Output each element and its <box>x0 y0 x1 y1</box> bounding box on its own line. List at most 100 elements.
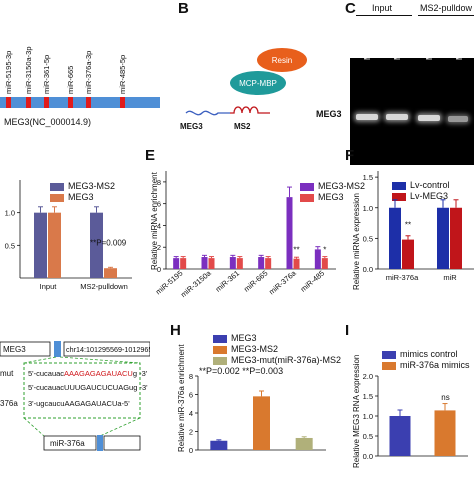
legend-text: MEG3-MS2 <box>231 344 279 354</box>
bar <box>201 257 208 269</box>
pulldown-bracket <box>418 15 474 16</box>
legend-item: MEG3-mut(miR-376a)-MS2 <box>213 355 341 366</box>
gel-lane-label-3: MEG3-MS2 <box>425 18 434 60</box>
panel-f-legend: Lv-control Lv-MEG3 <box>392 180 450 202</box>
resin-label: Resin <box>272 56 292 65</box>
mirna-site-marker <box>68 97 73 108</box>
legend-text: MEG3-MS2 <box>68 181 116 191</box>
gel-lane-label-2: MEG3 <box>393 37 402 60</box>
panel-f-label: F <box>345 147 355 164</box>
category-label: miR-3150a <box>179 268 214 299</box>
bar <box>265 258 272 269</box>
legend-swatch <box>213 356 227 365</box>
gel-lane-label-4: MEG3 <box>455 37 464 60</box>
bar <box>208 258 215 269</box>
mirna-site-label: miR-485-5p <box>118 55 127 94</box>
y-tick-label: 0 <box>157 265 161 274</box>
y-tick-label: 2 <box>157 243 161 252</box>
significance-marker: ** <box>405 220 411 229</box>
mut-seq-suffix: g -3' <box>133 369 148 378</box>
sequence-dashed-box <box>23 362 141 419</box>
bar <box>321 258 328 269</box>
panel-b-schematic: Resin MCP-MBP MEG3 MS2 <box>178 15 338 135</box>
wt-sequence: 5'-cucauacUUUGAUCUCUAGug -3' <box>28 383 148 392</box>
y-tick-label: 0.0 <box>363 265 373 274</box>
legend-text: Lv-MEG3 <box>410 191 449 201</box>
y-tick-label: 0.0 <box>363 452 373 461</box>
panel-c-label: C <box>345 0 356 17</box>
mir-connector-left <box>23 417 45 437</box>
gel-lane-labels: MEG3-MS2 MEG3 MEG3-MS2 MEG3 <box>363 18 464 60</box>
legend-item: MEG3-MS2 <box>213 344 341 355</box>
input-column-header: Input <box>372 3 393 13</box>
panel-f-chart: 0.0 0.5 1.0 1.5 miR-376a miR ** <box>363 171 474 282</box>
mirna-site-label: miR-3150a-3p <box>24 46 33 94</box>
ns-marker: ns <box>441 393 449 402</box>
panel-h-legend: MEG3 MEG3-MS2 MEG3-mut(miR-376a)-MS2 <box>213 333 341 366</box>
resin-ellipse <box>257 48 307 72</box>
mir376a-tail <box>103 435 141 451</box>
gel-band-lane-2 <box>386 114 408 120</box>
meg3-strand-label: MEG3 <box>180 122 203 131</box>
ms2-hairpins <box>230 106 270 114</box>
gel-lane-label-1: MEG3-MS2 <box>363 18 372 60</box>
bar <box>229 257 236 269</box>
panel-a-schematic: miR-5195-3p miR-3150a-3p miR-361-5p miR-665… <box>0 0 170 150</box>
category-label: miR-665 <box>242 269 269 294</box>
y-tick-label: 2.0 <box>363 372 373 381</box>
y-tick-label: 1.5 <box>363 392 373 401</box>
y-tick-label: 0.5 <box>5 241 15 250</box>
legend-item: MEG3 <box>213 333 341 344</box>
gel-band-lane-3 <box>418 115 440 121</box>
bar <box>389 207 401 269</box>
bar <box>402 239 414 269</box>
panel-h-label: H <box>170 322 181 339</box>
legend-text: MEG3-mut(miR-376a)-MS2 <box>231 355 342 365</box>
y-tick-label: 1.0 <box>363 412 373 421</box>
legend-swatch <box>382 361 396 370</box>
legend-text: mimics control <box>400 349 458 359</box>
ms2-system-diagram: Resin MCP-MBP MEG3 MS2 <box>180 48 307 131</box>
category-label: MS2-pulldown <box>80 282 128 291</box>
y-tick-label: 8 <box>157 178 161 187</box>
legend-item: MEG3-MS2 <box>300 181 365 192</box>
legend-item: mimics control <box>382 349 470 360</box>
y-tick-label: 0 <box>189 446 193 455</box>
mir-connector-right <box>99 417 141 437</box>
y-tick-label: 0.5 <box>363 234 373 243</box>
y-tick-label: 1.0 <box>363 204 373 213</box>
panel-d-legend: MEG3-MS2 MEG3 <box>50 181 115 203</box>
meg3-box-label: MEG3 <box>3 345 26 354</box>
input-bracket <box>356 15 412 16</box>
legend-swatch <box>213 334 227 343</box>
y-tick-label: 4 <box>189 409 193 418</box>
mut-sequence: 5'-cucauacAAAGAGAGAUACUg -3' <box>28 369 148 378</box>
gel-row-label: MEG3 <box>316 109 342 119</box>
category-label: miR <box>443 273 457 282</box>
legend-swatch <box>300 182 314 191</box>
panel-i-legend: mimics control miR-376a mimics <box>382 349 470 371</box>
mir376a-box <box>43 435 97 451</box>
gel-band-lane-1 <box>356 114 378 120</box>
bar <box>48 212 61 278</box>
y-tick-label: 6 <box>157 200 161 209</box>
legend-swatch <box>50 193 64 202</box>
panel-e-label: E <box>145 147 156 164</box>
y-tick-label: 4 <box>157 221 161 230</box>
legend-item: MEG3 <box>50 192 115 203</box>
category-label: miR-376a <box>267 268 298 296</box>
legend-item: MEG3-MS2 <box>50 181 115 192</box>
bar <box>450 207 462 269</box>
panel-h-chart: 0 2 4 6 8 <box>189 372 326 455</box>
meg3-gene-label: MEG3(NC_000014.9) <box>4 117 91 127</box>
panel-g-schematic: MEG3 chr14:101295569-101296579 mut 5'-cu… <box>0 330 160 474</box>
significance-annotation: **P=0.009 <box>90 238 127 247</box>
panel-d-chart: 0.5 1.0 Input MS2-pulldown **P=0.009 <box>5 180 132 291</box>
legend-swatch <box>213 345 227 354</box>
bar <box>258 257 265 269</box>
legend-item: MEG3 <box>300 192 365 203</box>
legend-item: miR-376a mimics <box>382 360 470 371</box>
category-label: Input <box>40 282 58 291</box>
bar <box>34 212 47 278</box>
